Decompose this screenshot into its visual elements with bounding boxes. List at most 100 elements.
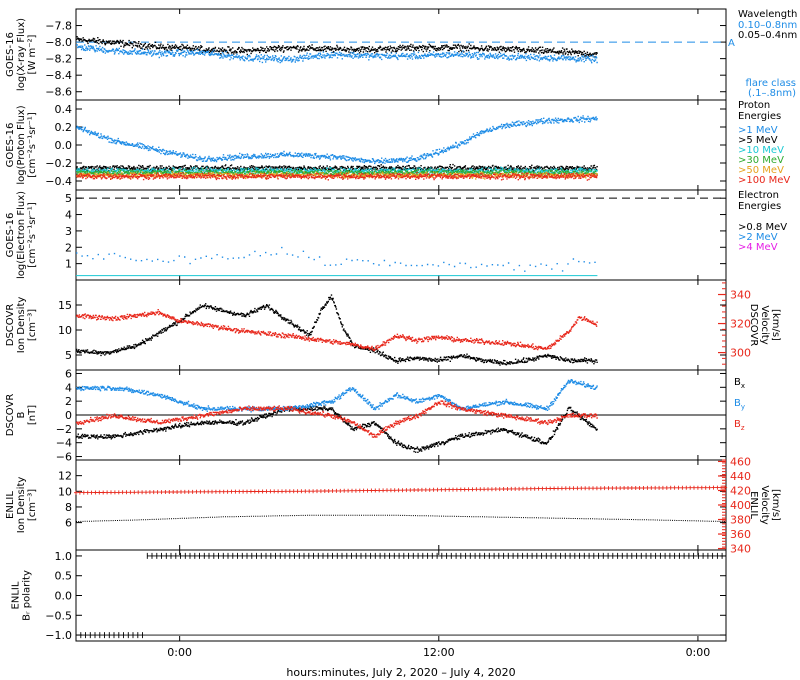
panel-electron: 1 2 3 4 5 GOES-16 log(Electron Flux) [cm⁻²s⁻¹sr…: [5, 189, 787, 281]
y-tick-label: 1: [65, 258, 72, 271]
panel-frame: [75, 459, 727, 551]
y-axis-label-line: log(Electron Flux): [16, 191, 27, 279]
legend-entry: >50 MeV: [738, 165, 784, 176]
y-tick-label: 0.4: [55, 103, 73, 116]
panel-data: [74, 485, 728, 522]
series-enlil-velocity: [74, 485, 728, 495]
legend-title: Proton: [738, 100, 770, 111]
series--1-mev: [76, 115, 598, 165]
legend-entry: Bz: [734, 419, 745, 432]
series-ion-density: [76, 514, 725, 522]
legend-title: Electron: [738, 190, 779, 201]
y-tick-label: 2: [65, 241, 72, 254]
y-tick-label: −6: [56, 451, 72, 464]
legend-entry: 0.05–0.4nm: [738, 30, 797, 41]
panel-frame: [75, 189, 727, 281]
panel-data: [76, 36, 598, 64]
y-tick-label: 0.0: [55, 590, 73, 603]
series--2-mev: [76, 246, 596, 272]
panel-enlil_polarity: −1.0 −0.5 0.0 0.5 1.0 ENLIL Bᵣ polarity: [11, 549, 727, 642]
panel-data: [76, 115, 598, 181]
right-axis-label-line: [km/s]: [770, 489, 781, 521]
legend-entry: 0.10–0.8nm: [738, 20, 797, 31]
right-y-tick-label: 460: [730, 455, 751, 468]
y-tick-label: −4: [56, 437, 72, 450]
y-axis-label: DSCOVR Ion Density [cm⁻³]: [5, 297, 38, 354]
right-y-tick-label: 340: [730, 543, 751, 556]
right-y-tick-label: 300: [730, 347, 751, 360]
y-tick-label: 10: [58, 324, 72, 337]
right-axis-label-line: DSCOVR: [748, 304, 759, 347]
y-tick-label: −0.5: [45, 609, 72, 622]
x-tick-label: 12:00: [423, 646, 455, 659]
series-bz: [76, 400, 598, 438]
panel-xray: −8.6 −8.4 −8.2 −8.0 −7.8 GOES-16 log(X-ray Flu…: [5, 8, 797, 101]
y-axis-label-line: Bᵣ polarity: [22, 570, 33, 621]
legend-entry: >0.8 MeV: [738, 222, 787, 233]
y-tick-label: 0.2: [55, 121, 73, 134]
y-tick-label: −2: [56, 423, 72, 436]
legend-note: flare class: [746, 78, 796, 89]
series-ion-density: [76, 294, 598, 366]
panel-data: [75, 552, 726, 639]
right-axis-label-line: ENLIL: [748, 491, 759, 519]
y-axis-label-line: Ion Density: [16, 477, 27, 534]
y-axis-label-line: [cm⁻³]: [27, 489, 38, 521]
y-tick-label: −1.0: [45, 629, 72, 642]
y-axis-label-line: ENLIL: [5, 491, 16, 519]
y-tick-label: 5: [65, 349, 72, 362]
y-axis-label-line: [cm⁻²s⁻¹sr⁻¹]: [27, 112, 38, 178]
y-axis-label: GOES-16 log(X-ray Flux) [W m⁻²]: [5, 18, 38, 91]
y-tick-label: 2: [65, 395, 72, 408]
y-tick-label: 10: [58, 485, 72, 498]
right-y-tick-label: 340: [730, 289, 751, 302]
y-tick-label: 5: [65, 192, 72, 205]
right-y-tick-label: 440: [730, 470, 751, 483]
y-tick-label: −8.2: [45, 53, 72, 66]
series-0-05-0-4nm: [76, 36, 598, 58]
y-axis-label-line: log(Proton Flux): [16, 105, 27, 184]
right-axis-label-line: [km/s]: [770, 309, 781, 341]
y-tick-label: 0.0: [55, 139, 73, 152]
y-axis-label: DSCOVR B [nT]: [5, 394, 38, 437]
y-tick-label: 4: [65, 209, 72, 222]
y-axis-label-line: DSCOVR: [5, 304, 16, 347]
y-tick-label: 15: [58, 299, 72, 312]
legend-entry: >30 MeV: [738, 155, 784, 166]
right-y-tick-label: 400: [730, 499, 751, 512]
legend-entry: >10 MeV: [738, 145, 784, 156]
y-axis-label-line: DSCOVR: [5, 394, 16, 437]
x-axis-label: hours:minutes, July 2, 2020 – July 4, 20…: [286, 666, 515, 679]
series-velocity: [76, 309, 598, 352]
y-tick-label: 1.0: [55, 550, 73, 563]
y-axis-label-line: [W m⁻²]: [27, 34, 38, 74]
y-axis-label-line: GOES-16: [5, 213, 16, 258]
x-tick-label: 0:00: [167, 646, 192, 659]
legend-entry: Bx: [734, 377, 745, 390]
legend-entry: >1 MeV: [738, 125, 778, 136]
legend-entry: >2 MeV: [738, 232, 778, 243]
right-axis-label: ENLIL Velocity [km/s]: [748, 485, 781, 524]
legend-entry: >4 MeV: [738, 242, 778, 253]
series--100-mev: [76, 172, 598, 181]
panel-data: [76, 246, 598, 277]
y-axis-label-line: GOES-16: [5, 123, 16, 168]
panel-data: [76, 379, 598, 453]
y-axis-label: ENLIL Ion Density [cm⁻³]: [5, 477, 38, 534]
y-axis-label: GOES-16 log(Proton Flux) [cm⁻²s⁻¹sr⁻¹]: [5, 105, 38, 184]
right-axis-label-line: Velocity: [759, 485, 770, 524]
y-axis-label-line: [cm⁻³]: [27, 309, 38, 341]
right-y-tick-label: 360: [730, 528, 751, 541]
legend-title: Wavelength: [738, 9, 797, 20]
panel-data: [76, 294, 598, 366]
legend-title: Energies: [738, 111, 781, 122]
y-axis-label-line: [nT]: [27, 405, 38, 425]
y-axis-label-line: ENLIL: [11, 581, 22, 609]
y-tick-label: 0.5: [55, 570, 73, 583]
